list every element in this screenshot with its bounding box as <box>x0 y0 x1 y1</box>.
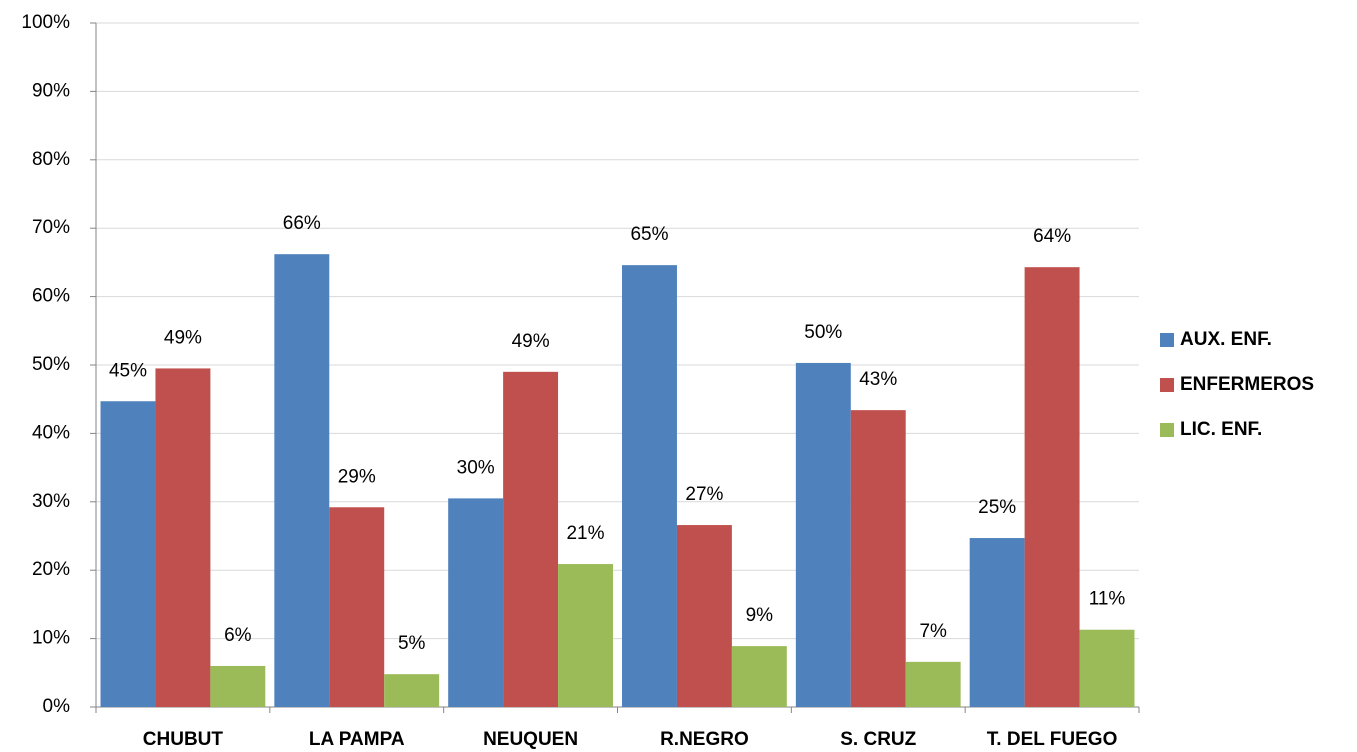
bar <box>155 368 211 707</box>
legend-swatch <box>1160 378 1174 392</box>
y-tick-label: 50% <box>32 354 70 375</box>
y-tick-label: 80% <box>32 149 70 170</box>
bar <box>384 674 440 707</box>
value-label: 50% <box>804 322 842 343</box>
legend-swatch <box>1160 333 1174 347</box>
x-tick-label: R.NEGRO <box>660 729 749 750</box>
y-tick-label: 40% <box>32 422 70 443</box>
value-label: 30% <box>457 457 495 478</box>
x-tick-label: T. DEL FUEGO <box>987 729 1118 750</box>
y-tick-label: 0% <box>43 696 71 717</box>
value-label: 5% <box>398 633 426 654</box>
value-label: 29% <box>338 466 376 487</box>
value-label: 9% <box>746 605 774 626</box>
bar <box>329 507 385 707</box>
legend-label: LIC. ENF. <box>1180 419 1262 440</box>
value-label: 7% <box>919 621 947 642</box>
y-tick-label: 10% <box>32 628 70 649</box>
bar <box>622 265 677 707</box>
bar <box>850 410 906 707</box>
value-label: 49% <box>164 327 202 348</box>
value-label: 27% <box>685 484 723 505</box>
value-label: 25% <box>978 497 1016 518</box>
bar <box>1079 629 1135 707</box>
bar <box>210 665 266 707</box>
value-label: 43% <box>859 369 897 390</box>
bar <box>969 538 1025 707</box>
y-tick-label: 60% <box>32 286 70 307</box>
y-tick-label: 30% <box>32 491 70 512</box>
bar <box>1024 267 1080 707</box>
y-tick-label: 20% <box>32 559 70 580</box>
bar <box>558 564 613 707</box>
bar <box>503 371 559 707</box>
bar <box>100 401 156 707</box>
value-label: 45% <box>109 360 147 381</box>
value-label: 49% <box>512 331 550 352</box>
value-label: 11% <box>1089 589 1126 610</box>
bar <box>905 661 961 707</box>
value-label: 65% <box>630 224 668 245</box>
value-label: 66% <box>283 213 321 234</box>
bar <box>274 254 330 707</box>
legend-label: AUX. ENF. <box>1180 329 1272 350</box>
bar <box>676 525 732 707</box>
value-label: 64% <box>1033 226 1071 247</box>
value-label: 6% <box>224 625 252 646</box>
bar <box>731 646 787 707</box>
bar <box>795 362 851 707</box>
y-tick-label: 100% <box>21 12 70 33</box>
y-tick-label: 70% <box>32 217 70 238</box>
x-tick-label: CHUBUT <box>143 729 224 750</box>
y-tick-label: 90% <box>32 80 70 101</box>
legend-label: ENFERMEROS <box>1180 374 1314 395</box>
x-tick-label: S. CRUZ <box>840 729 916 750</box>
value-label: 21% <box>566 523 604 544</box>
x-tick-label: LA PAMPA <box>309 729 405 750</box>
bar <box>448 498 504 707</box>
x-tick-label: NEUQUEN <box>483 729 578 750</box>
legend-swatch <box>1160 423 1174 437</box>
